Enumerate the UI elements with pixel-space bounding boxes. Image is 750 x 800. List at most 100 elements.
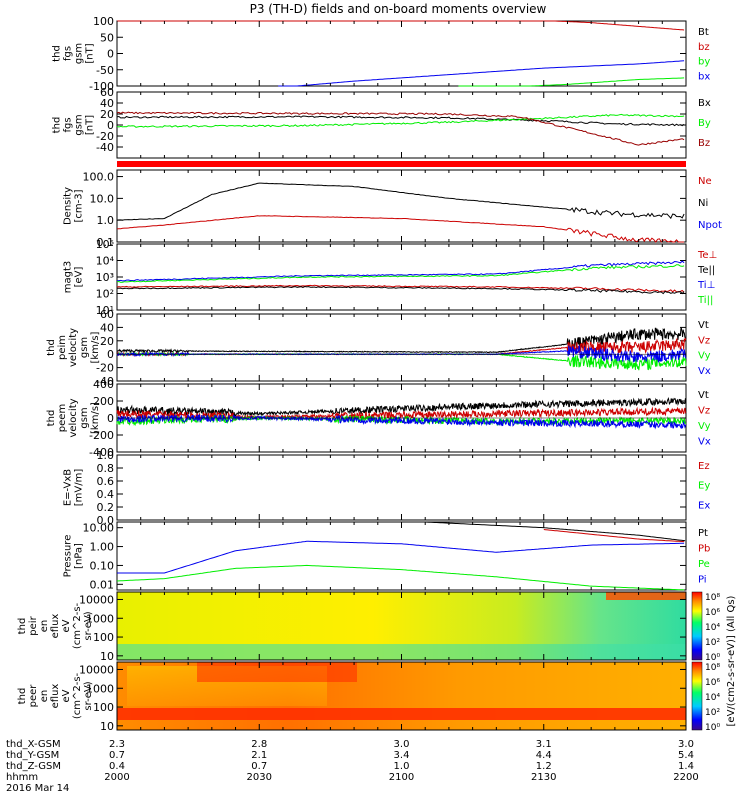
legend-pressure-Pt: Pt [698,528,708,539]
ylabel-line: velocity [68,328,79,367]
legend-peem-velocity-Vx: Vx [698,437,711,448]
time-axis-value: 2000 [104,772,129,783]
colorbar-tick-label: 10⁴ [705,623,720,633]
ylabel-line: sr-eV) [83,611,94,640]
ytick-label-fgs-gsm-detail: 20 [100,108,114,121]
time-axis-value: 3.1 [536,739,552,750]
ytick-label-fgs-gsm: 100 [93,15,114,28]
ylabel-line: gsm [79,337,90,358]
colorbar-tick-label: 10⁰ [705,723,720,733]
ytick-label-peir-spectrogram: 1000 [86,612,114,625]
ytick-label-temperature: 10² [96,288,114,301]
legend-peem-velocity-Vt: Vt [698,390,709,401]
legend-temperature-Ti⊥: Ti⊥ [697,280,715,291]
series-fgs-gsm-detail-Bz [116,111,685,146]
time-axis-value: 1.4 [678,761,694,772]
ytick-label-fgs-gsm: -100 [89,80,114,93]
ylabel-line: thd [46,410,57,427]
legend-density-Ne: Ne [698,176,712,187]
time-axis-value: 1.2 [536,761,552,772]
ylabel-line: [km/s] [90,331,101,363]
colorbar-tick-label: 10⁶ [705,608,720,618]
ylabel-fgs-gsm-detail: thdfgsgsm[nT] [52,114,96,135]
colorbar-2 [691,661,703,731]
panel-frame-efield [116,454,687,521]
time-axis-value: 2200 [673,772,698,783]
ylabel-peir-spectrogram: thdpeirenefluxeV(cm^2-s-sr-eV) [17,602,94,649]
ytick-label-peer-spectrogram: 10000 [79,663,114,676]
ytick-label-peer-spectrogram: 10 [100,720,114,733]
ytick-label-peir-spectrogram: 10000 [79,593,114,606]
ylabel-line: [nPa] [74,543,85,569]
ytick-label-fgs-gsm-detail: 40 [100,97,114,110]
ytick-label-peim-velocity: -40 [96,375,114,388]
legend-fgs-gsm-detail-By: By [698,118,711,129]
time-axis-value: 3.0 [394,739,410,750]
ylabel-line: thd [46,339,57,356]
ylabel-line: eflux [50,684,61,709]
ytick-label-peim-velocity: -20 [96,362,114,375]
ytick-label-temperature: 10³ [96,271,114,284]
series-pressure-Pe [116,564,685,591]
ytick-label-peim-velocity: 0 [107,348,114,361]
ylabel-fgs-gsm: thdfgsgsm[nT] [52,43,96,64]
ylabel-temperature: magt3[eV] [63,261,85,294]
time-axis-value: 2030 [247,772,272,783]
ytick-label-temperature: 10⁵ [96,238,114,251]
legend-fgs-gsm-bx: bx [698,71,710,82]
series-temperature-Ti⊥ [116,260,685,282]
ylabel-line: peim [57,335,68,360]
panel-frame-fgs-gsm-detail [116,91,687,159]
legend-fgs-gsm-detail-Bz: Bz [698,138,710,149]
ytick-label-peem-velocity: 200 [93,395,114,408]
ytick-label-efield: 1.0 [97,449,115,462]
ytick-label-density: 100.0 [83,171,115,184]
ylabel-line: thd [52,117,63,134]
series-pressure-Pt [425,521,686,542]
ylabel-line: Density [63,187,74,225]
legend-peim-velocity-Vy: Vy [698,351,711,362]
time-axis-value: 2.8 [251,739,267,750]
date-label: 2016 Mar 14 [6,783,69,794]
ylabel-line: eV [61,619,72,632]
legend-pressure-Pb: Pb [698,544,710,555]
time-axis-row-name: hhmm [6,772,38,783]
time-axis-value: 2.1 [251,750,267,761]
ylabel-line: [cm-3] [74,189,85,222]
ylabel-line: gsm [79,407,90,428]
legend-efield-Ez: Ez [698,461,710,472]
series-fgs-gsm-bz [117,20,685,31]
ylabel-peim-velocity: thdpeimvelocitygsm[km/s] [46,328,101,367]
time-axis-value: 1.0 [394,761,410,772]
ylabel-line: [mV/m] [74,469,85,507]
ytick-label-fgs-gsm-detail: 60 [100,86,114,99]
ytick-label-pressure: 0.10 [90,559,115,572]
time-axis-value: 3.4 [394,750,410,761]
series-pressure-Pi [117,540,685,574]
time-axis-value: 2.3 [109,739,125,750]
ylabel-line: peem [57,404,68,432]
ylabel-line: en [39,690,50,703]
ylabel-line: magt3 [63,261,74,294]
legend-pressure-Pe: Pe [698,559,710,570]
series-pressure-Pb [543,529,685,543]
peir-high-energy-band [606,592,686,600]
legend-density-Ni: Ni [698,198,708,209]
ytick-label-efield: 0.0 [97,514,115,527]
ylabel-line: gsm [74,114,85,135]
legend-peim-velocity-Vx: Vx [698,366,711,377]
time-axis-value: 4.4 [536,750,552,761]
ytick-label-peim-velocity: 60 [100,308,114,321]
colorbar-tick-label: 10² [705,638,720,648]
series-peem-velocity-Vz [116,406,687,421]
ylabel-peer-spectrogram: thdpeerenefluxeV(cm^2-s-sr-eV) [17,672,94,719]
colorbar-tick-label: 10⁴ [705,693,720,703]
ytick-label-peim-velocity: 40 [100,321,114,334]
ytick-label-peir-spectrogram: 100 [93,631,114,644]
colorbar-1 [691,591,703,661]
ytick-label-density: 0.1 [97,236,115,249]
ylabel-line: [km/s] [90,402,101,434]
time-axis-value: 2130 [531,772,556,783]
ylabel-line: eflux [50,614,61,639]
